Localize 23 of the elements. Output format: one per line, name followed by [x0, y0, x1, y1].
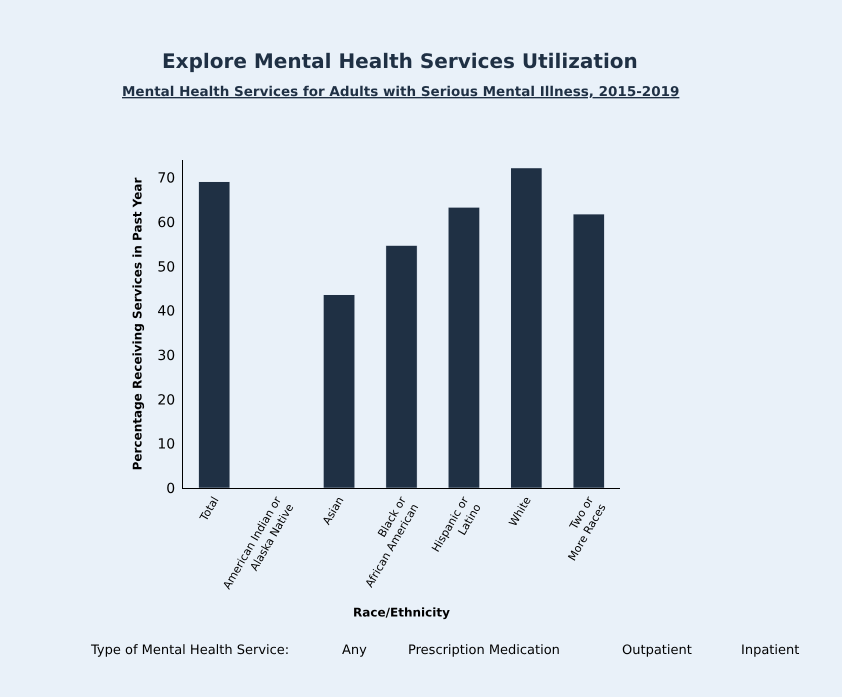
bar	[572, 214, 605, 488]
y-tick-label: 0	[166, 480, 176, 497]
y-tick-label: 40	[157, 304, 176, 320]
y-tick-label: 20	[157, 392, 176, 408]
text: Inpatient	[741, 643, 800, 658]
text: Prescription Medication	[408, 643, 560, 658]
bar	[448, 207, 480, 488]
y-tick-label: 10	[157, 436, 176, 453]
bar	[198, 181, 230, 488]
y-tick-label: 60	[157, 214, 176, 231]
x-axis-title: Race/Ethnicity	[353, 606, 450, 620]
bar	[386, 245, 418, 488]
bar	[510, 168, 542, 488]
y-axis-title: Percentage Receiving Services in Past Year	[130, 178, 145, 470]
chart-subtitle: Mental Health Services for Adults with Serious Mental Illness, 2015-2019	[122, 84, 680, 100]
y-tick-label: 30	[157, 348, 176, 364]
bar	[323, 294, 355, 488]
text: Type of Mental Health Service:	[90, 643, 290, 658]
y-tick-label: 50	[157, 259, 176, 276]
chart-title: Explore Mental Health Services Utilization	[162, 49, 638, 73]
text: Any	[342, 643, 368, 658]
y-tick-label: 70	[157, 170, 176, 187]
text: Outpatient	[622, 643, 692, 658]
